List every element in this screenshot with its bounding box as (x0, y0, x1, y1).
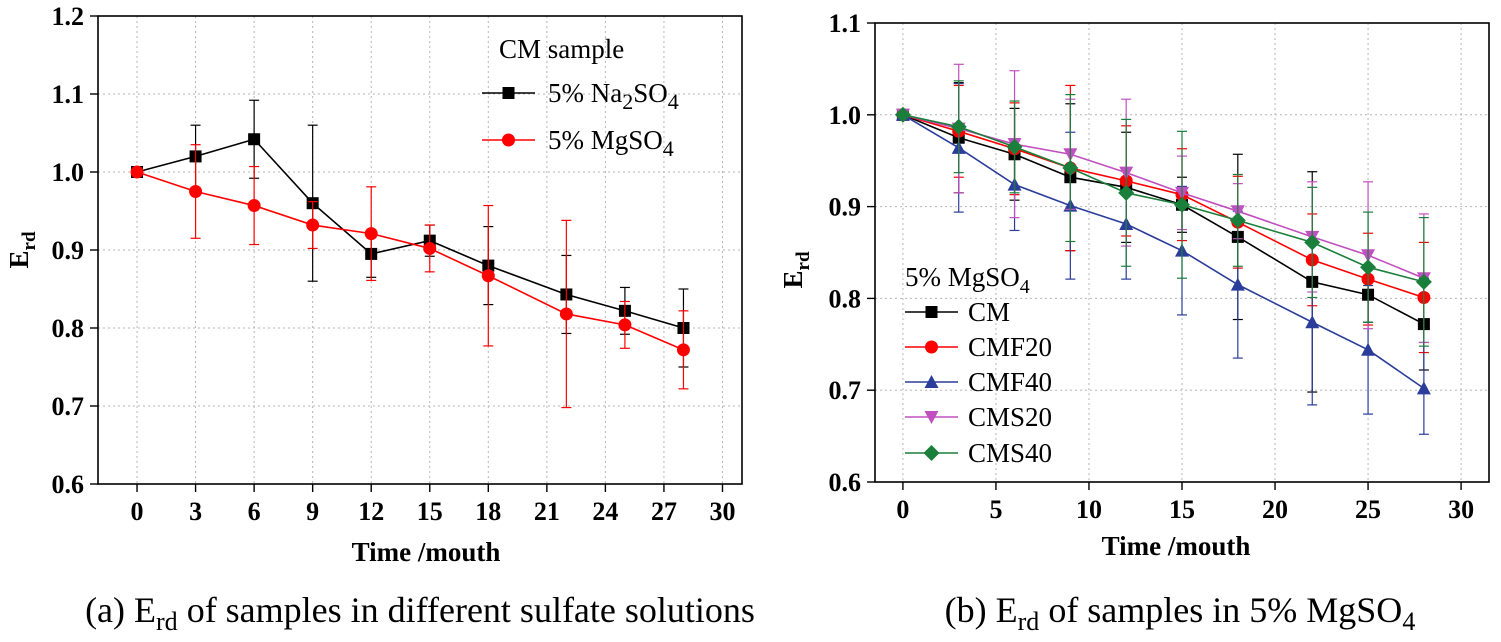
legend-title: CM sample (499, 34, 624, 64)
data-point (130, 165, 144, 179)
data-point (1415, 273, 1432, 290)
y-tick-label: 0.9 (829, 193, 862, 222)
x-tick-label: 6 (248, 497, 261, 526)
x-tick-label: 21 (534, 497, 560, 526)
data-point (1174, 196, 1190, 213)
data-point (1361, 342, 1376, 356)
y-tick-label: 0.6 (829, 468, 862, 497)
y-tick-label: 0.8 (829, 284, 862, 313)
legend-label: CMS40 (968, 438, 1052, 468)
series-line (902, 114, 1425, 325)
y-tick-label: 1.1 (52, 80, 85, 109)
x-tick-label: 30 (709, 497, 735, 526)
data-point (1230, 277, 1245, 291)
data-point (248, 133, 261, 146)
legend-label: CMF20 (968, 332, 1052, 362)
data-point (1062, 160, 1079, 177)
legend-marker (923, 445, 940, 461)
y-tick-label: 1.0 (52, 158, 85, 187)
series-line (902, 114, 1425, 390)
x-tick-label: 3 (189, 497, 202, 526)
x-tick-label: 15 (1169, 495, 1195, 524)
legend-marker (502, 133, 515, 147)
data-point (1118, 184, 1135, 201)
legend-label: 5% MgSO4 (548, 125, 674, 161)
legend-label: CMF40 (968, 367, 1052, 397)
x-tick-label: 30 (1448, 495, 1474, 524)
y-tick-label: 1.2 (52, 2, 85, 31)
x-tick-label: 18 (475, 497, 501, 526)
series-5mgso4 (130, 144, 690, 409)
data-point (423, 241, 437, 255)
x-tick-label: 5 (989, 495, 1002, 524)
y-tick-label: 1.0 (829, 101, 862, 130)
chart-panel-b: 0 5 10 15 20 25 30 0.6 0.7 0.8 0.9 1.0 1.1 Time /mout… (778, 9, 1490, 636)
y-tick-label: 0.7 (829, 376, 862, 405)
x-tick-label: 12 (358, 497, 384, 526)
caption: (a) Erd of samples in different sulfate … (85, 590, 755, 636)
series-line (902, 114, 1425, 299)
data-point (618, 318, 632, 332)
x-tick-label: 0 (131, 497, 144, 526)
data-point (1416, 381, 1431, 395)
x-tick-label: 20 (1262, 495, 1288, 524)
legend: CM sample 5% Na2SO4 5% MgSO4 (482, 34, 679, 161)
legend-marker (502, 87, 515, 99)
series-line (902, 114, 1425, 279)
caption: (b) Erd of samples in 5% MgSO4 (945, 590, 1416, 636)
series-line (902, 114, 1425, 283)
data-point (559, 307, 573, 321)
legend-marker (924, 411, 939, 424)
data-point (1304, 234, 1321, 251)
data-point (364, 227, 378, 241)
x-axis-label: Time /mouth (352, 537, 501, 567)
legend-label: 5% Na2SO4 (548, 78, 679, 114)
data-point (1305, 315, 1320, 329)
data-point (247, 199, 261, 213)
y-tick-label: 0.6 (52, 470, 85, 499)
x-axis-label: Time /mouth (1102, 531, 1251, 561)
series-line (136, 171, 684, 351)
y-tick-label: 1.1 (829, 9, 862, 38)
legend-label: CMS20 (968, 402, 1052, 432)
data-point (1229, 212, 1246, 229)
data-point (1006, 138, 1023, 155)
legend-label: CM (968, 297, 1010, 327)
x-tick-label: 24 (592, 497, 618, 526)
series-cms40 (894, 80, 1432, 347)
data-point (189, 185, 203, 198)
legend-title: 5% MgSO4 (905, 262, 1030, 298)
legend-marker (925, 306, 938, 318)
x-tick-label: 9 (306, 497, 319, 526)
data-point (481, 269, 495, 283)
y-axis-label: Erd (4, 231, 40, 268)
data-point (306, 218, 320, 232)
data-point (894, 106, 911, 123)
legend-marker (924, 375, 939, 388)
x-tick-label: 25 (1355, 495, 1381, 524)
x-tick-label: 10 (1076, 495, 1102, 524)
legend-marker (925, 340, 938, 354)
y-tick-label: 0.7 (52, 392, 85, 421)
series-line (136, 138, 684, 329)
x-tick-label: 15 (417, 497, 443, 526)
y-tick-label: 0.8 (52, 314, 85, 343)
data-point (676, 343, 690, 357)
y-axis-label: Erd (778, 251, 814, 288)
x-tick-label: 0 (896, 495, 909, 524)
x-tick-label: 27 (651, 497, 677, 526)
data-point (950, 118, 967, 135)
data-point (1360, 259, 1377, 276)
chart-panel-a: 0 3 6 9 12 15 18 21 24 27 30 0.6 0.7 0.8 0.9 1.0 1.1 1.2 T… (4, 2, 755, 636)
y-tick-label: 0.9 (52, 236, 85, 265)
